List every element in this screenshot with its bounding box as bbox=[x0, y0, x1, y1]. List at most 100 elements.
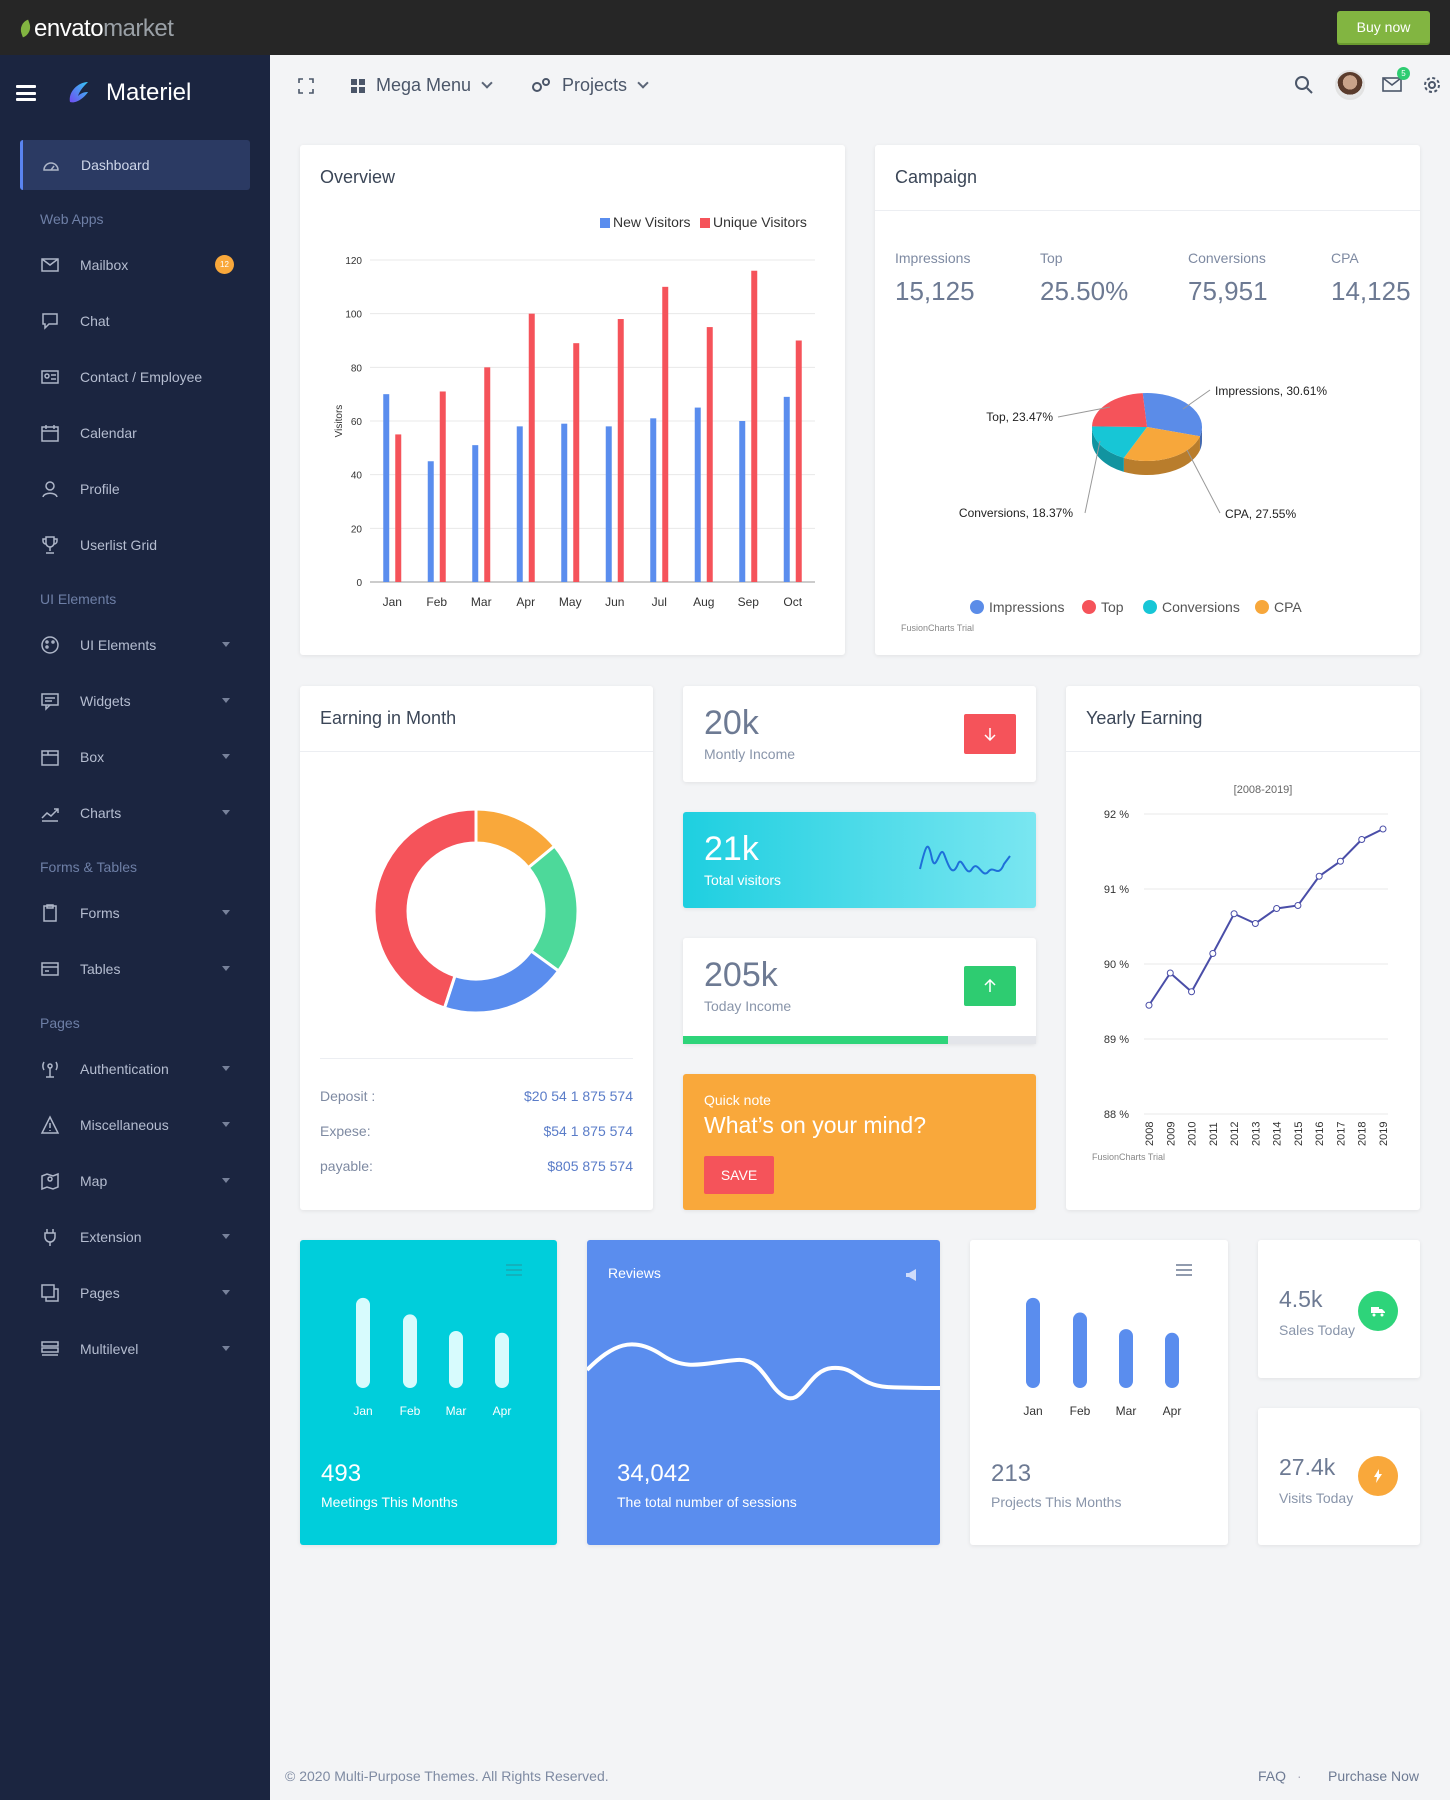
chevron-down-icon[interactable] bbox=[222, 754, 230, 759]
mini-bar[interactable] bbox=[1165, 1332, 1179, 1388]
chevron-down-icon[interactable] bbox=[222, 910, 230, 915]
legend-label[interactable]: Unique Visitors bbox=[713, 214, 807, 230]
bar-new-visitors[interactable] bbox=[783, 396, 790, 582]
bar-new-visitors[interactable] bbox=[427, 461, 434, 582]
bar-new-visitors[interactable] bbox=[650, 418, 657, 582]
sidebar-item-mailbox[interactable]: Mailbox 12 bbox=[20, 240, 250, 290]
sidebar-item-map[interactable]: Map bbox=[20, 1156, 250, 1206]
footer-purchase-link[interactable]: Purchase Now bbox=[1328, 1768, 1420, 1784]
chevron-down-icon[interactable] bbox=[222, 1178, 230, 1183]
mail-icon[interactable] bbox=[1382, 75, 1404, 93]
mega-menu-dropdown[interactable]: Mega Menu bbox=[350, 75, 493, 96]
sidebar-item-multilevel[interactable]: Multilevel bbox=[20, 1324, 250, 1374]
bar-unique-visitors[interactable] bbox=[795, 340, 802, 583]
mini-bar[interactable] bbox=[449, 1330, 463, 1388]
sidebar-item-userlist-grid[interactable]: Userlist Grid bbox=[20, 520, 250, 570]
yearly-point[interactable] bbox=[1379, 825, 1387, 833]
bar-unique-visitors[interactable] bbox=[706, 327, 713, 582]
sidebar-item-pages[interactable]: Pages bbox=[20, 1268, 250, 1318]
mini-bar[interactable] bbox=[356, 1297, 370, 1388]
bar-unique-visitors[interactable] bbox=[528, 313, 535, 582]
donut-slice[interactable] bbox=[372, 807, 478, 1010]
search-icon[interactable] bbox=[1294, 75, 1314, 95]
chevron-down-icon[interactable] bbox=[222, 1290, 230, 1295]
bar-new-visitors[interactable] bbox=[561, 423, 568, 582]
pie-slice-top[interactable] bbox=[1092, 393, 1147, 427]
yearly-point[interactable] bbox=[1358, 836, 1366, 843]
sidebar-item-miscellaneous[interactable]: Miscellaneous bbox=[20, 1100, 250, 1150]
legend-label[interactable]: New Visitors bbox=[613, 214, 691, 230]
chevron-down-icon[interactable] bbox=[222, 1122, 230, 1127]
sidebar-item-charts[interactable]: Charts bbox=[20, 788, 250, 838]
donut-slice[interactable] bbox=[442, 948, 561, 1015]
save-button[interactable]: SAVE bbox=[704, 1156, 774, 1194]
bar-unique-visitors[interactable] bbox=[617, 319, 624, 582]
sidebar-item-tables[interactable]: Tables bbox=[20, 944, 250, 994]
sidebar-item-extension[interactable]: Extension bbox=[20, 1212, 250, 1262]
chevron-down-icon[interactable] bbox=[222, 1346, 230, 1351]
legend-label[interactable]: Top bbox=[1101, 599, 1124, 615]
mini-bar[interactable] bbox=[403, 1314, 417, 1388]
yearly-point[interactable] bbox=[1230, 910, 1238, 918]
legend-label[interactable]: Conversions bbox=[1162, 599, 1240, 615]
bar-unique-visitors[interactable] bbox=[573, 343, 580, 582]
yearly-point[interactable] bbox=[1209, 950, 1217, 957]
bar-new-visitors[interactable] bbox=[694, 407, 701, 582]
fullscreen-icon[interactable] bbox=[298, 78, 314, 94]
yearly-point[interactable] bbox=[1166, 969, 1174, 977]
bar-new-visitors[interactable] bbox=[739, 421, 746, 582]
sidebar-item-chat[interactable]: Chat bbox=[20, 296, 250, 346]
sidebar-item-box[interactable]: Box bbox=[20, 732, 250, 782]
yearly-point[interactable] bbox=[1315, 872, 1323, 880]
megaphone-icon[interactable] bbox=[905, 1268, 921, 1282]
donut-slice[interactable] bbox=[526, 843, 580, 974]
sidebar-item-contact-employee[interactable]: Contact / Employee bbox=[20, 352, 250, 402]
projects-dropdown[interactable]: Projects bbox=[530, 75, 649, 96]
sidebar-item-calendar[interactable]: Calendar bbox=[20, 408, 250, 458]
yearly-point[interactable] bbox=[1273, 905, 1281, 912]
mini-bar[interactable] bbox=[495, 1332, 509, 1388]
footer-faq-link[interactable]: FAQ bbox=[1258, 1768, 1287, 1784]
hamburger-menu-icon[interactable] bbox=[16, 85, 36, 101]
bar-new-visitors[interactable] bbox=[472, 445, 479, 582]
yearly-point[interactable] bbox=[1188, 988, 1196, 996]
quick-note-text[interactable]: What’s on your mind? bbox=[704, 1112, 927, 1138]
sidebar-item-widgets[interactable]: Widgets bbox=[20, 676, 250, 726]
menu-lines-icon[interactable] bbox=[506, 1264, 522, 1276]
today-income-up-button[interactable] bbox=[964, 966, 1016, 1006]
bar-new-visitors[interactable] bbox=[605, 426, 612, 582]
bar-new-visitors[interactable] bbox=[383, 394, 390, 582]
bar-unique-visitors[interactable] bbox=[751, 270, 758, 582]
legend-label[interactable]: CPA bbox=[1274, 599, 1302, 615]
pie-slice-impressions[interactable] bbox=[1142, 393, 1202, 437]
mini-bar[interactable] bbox=[1073, 1312, 1087, 1388]
legend-label[interactable]: Impressions bbox=[989, 599, 1064, 615]
chevron-down-icon[interactable] bbox=[222, 698, 230, 703]
buy-now-button[interactable]: Buy now bbox=[1337, 11, 1430, 43]
sidebar-item-dashboard[interactable]: Dashboard bbox=[20, 140, 250, 190]
mini-bar[interactable] bbox=[1119, 1329, 1133, 1388]
pie-slice-conversions[interactable] bbox=[1092, 426, 1147, 458]
materiel-logo-icon[interactable] bbox=[64, 78, 94, 108]
yearly-point[interactable] bbox=[1145, 1001, 1153, 1009]
mini-bar[interactable] bbox=[1026, 1297, 1040, 1388]
yearly-point[interactable] bbox=[1251, 920, 1259, 927]
monthly-income-down-button[interactable] bbox=[964, 714, 1016, 754]
bar-new-visitors[interactable] bbox=[516, 426, 523, 582]
chevron-down-icon[interactable] bbox=[222, 1234, 230, 1239]
chevron-down-icon[interactable] bbox=[222, 642, 230, 647]
bar-unique-visitors[interactable] bbox=[662, 286, 669, 582]
bar-unique-visitors[interactable] bbox=[484, 367, 491, 582]
pie-slice-cpa[interactable] bbox=[1123, 427, 1200, 462]
envato-market-logo[interactable]: envatomarket bbox=[17, 15, 174, 43]
sidebar-item-authentication[interactable]: Authentication bbox=[20, 1044, 250, 1094]
settings-gear-icon[interactable] bbox=[1422, 75, 1442, 95]
yearly-point[interactable] bbox=[1294, 902, 1302, 909]
menu-lines-icon[interactable] bbox=[1176, 1264, 1192, 1276]
bar-unique-visitors[interactable] bbox=[439, 391, 446, 582]
yearly-point[interactable] bbox=[1336, 857, 1344, 865]
avatar[interactable] bbox=[1335, 70, 1365, 100]
sidebar-item-profile[interactable]: Profile bbox=[20, 464, 250, 514]
chevron-down-icon[interactable] bbox=[222, 1066, 230, 1071]
chevron-down-icon[interactable] bbox=[222, 810, 230, 815]
